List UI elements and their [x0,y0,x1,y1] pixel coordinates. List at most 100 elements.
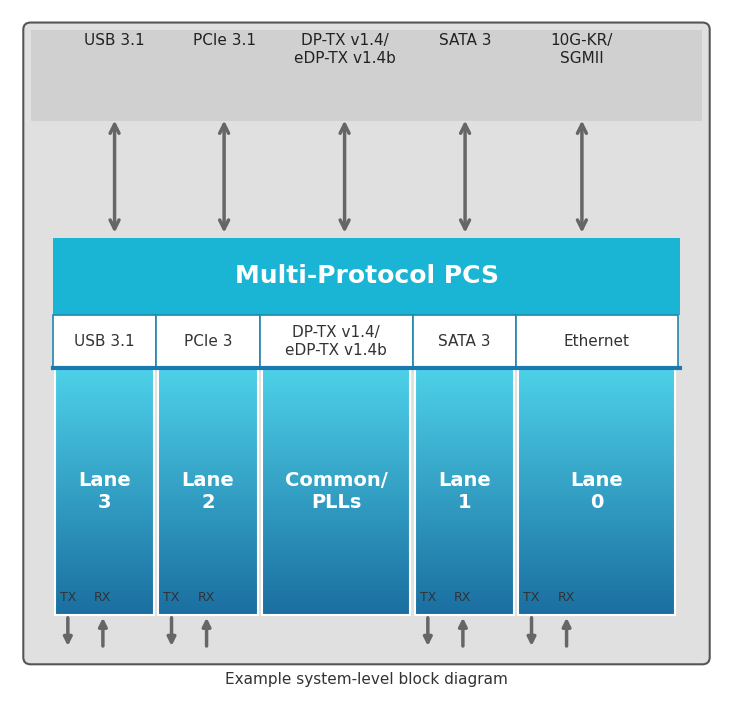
Bar [55,561,154,566]
Bar [158,454,258,459]
Bar [158,586,258,590]
Bar [158,491,258,496]
Bar [518,577,675,582]
Bar [262,610,410,615]
Bar [262,462,410,467]
FancyArrowPatch shape [340,125,349,229]
Bar [262,569,410,573]
Bar [518,511,675,516]
Bar [518,417,675,421]
Bar [55,528,154,532]
Bar [518,536,675,541]
Bar [518,495,675,500]
Bar [158,372,258,377]
Bar [262,474,410,479]
Bar [55,400,154,405]
Bar [55,549,154,553]
Bar [158,474,258,479]
Bar [415,379,514,384]
FancyArrowPatch shape [168,617,175,642]
Bar [55,396,154,401]
Bar [518,532,675,537]
Bar [158,520,258,525]
Text: TX: TX [163,591,180,605]
Bar [158,388,258,393]
Bar [415,417,514,421]
Bar [55,421,154,426]
Bar [518,565,675,570]
Bar [158,458,258,463]
Bar [158,552,258,557]
Bar [158,610,258,615]
Bar [262,561,410,566]
Text: TX: TX [523,591,539,605]
Bar [158,409,258,413]
Bar [55,462,154,467]
Bar [518,610,675,615]
FancyArrowPatch shape [460,622,466,646]
Bar [413,315,516,368]
Bar [518,528,675,532]
Bar [262,549,410,553]
Bar [262,544,410,549]
Bar [518,388,675,393]
Bar [158,528,258,532]
Text: TX: TX [59,591,76,605]
Bar [262,409,410,413]
Bar [55,511,154,516]
Bar [262,372,410,377]
Bar [415,474,514,479]
Bar [262,442,410,446]
Bar [415,409,514,413]
Bar [415,556,514,561]
Bar [262,495,410,500]
Bar [415,598,514,603]
Bar [158,561,258,566]
Bar [415,581,514,586]
Bar [415,442,514,446]
Bar [518,515,675,520]
Text: PCIe 3.1: PCIe 3.1 [193,33,256,48]
Bar [262,400,410,405]
Bar [415,540,514,545]
Bar [158,442,258,446]
Bar [415,573,514,578]
Bar [260,315,413,368]
Bar [518,470,675,475]
Bar [262,450,410,455]
Bar [518,540,675,545]
Bar [158,549,258,553]
Bar [55,367,154,372]
Bar [518,413,675,418]
Bar [55,388,154,393]
Bar [55,569,154,573]
Bar [55,372,154,377]
Bar [262,384,410,389]
Bar [55,429,154,434]
Bar [518,433,675,438]
Bar [518,462,675,467]
Bar [55,540,154,545]
Bar [415,396,514,401]
Bar [55,379,154,384]
FancyArrowPatch shape [203,622,210,646]
Bar [158,507,258,512]
Bar [262,396,410,401]
Bar [158,396,258,401]
Bar [415,586,514,590]
Bar [518,400,675,405]
Bar [518,429,675,434]
Text: Ethernet: Ethernet [564,334,630,349]
Bar [415,532,514,537]
Bar [262,577,410,582]
Text: RX: RX [198,591,216,605]
Bar [55,581,154,586]
Bar [55,474,154,479]
Text: SATA 3: SATA 3 [439,33,491,48]
Bar [158,479,258,484]
Bar [415,433,514,438]
Bar [158,376,258,380]
Bar [262,565,410,570]
Bar [415,445,514,450]
Bar [262,552,410,557]
